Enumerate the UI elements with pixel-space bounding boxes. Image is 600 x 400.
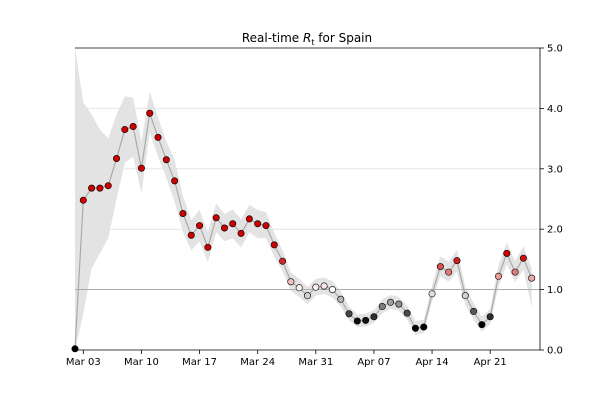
data-point (121, 126, 129, 134)
data-point (137, 164, 145, 172)
data-point (486, 313, 494, 321)
data-point (503, 249, 511, 257)
data-point (470, 307, 478, 315)
x-axis-ticks: Mar 03 Mar 10 Mar 17 Mar 24 Mar 31 Apr 07 Apr … (66, 350, 507, 368)
data-point (303, 292, 311, 300)
x-tick-label: Apr 21 (474, 357, 507, 368)
data-point (162, 156, 170, 164)
y-tick-label: 3.0 (547, 164, 563, 175)
data-point (403, 309, 411, 317)
data-point (519, 254, 527, 262)
data-point (312, 283, 320, 291)
data-point (395, 300, 403, 308)
data-point (436, 263, 444, 271)
data-point (370, 313, 378, 321)
y-tick-label: 2.0 (547, 225, 563, 236)
data-point (88, 184, 96, 192)
data-point (196, 222, 204, 230)
x-tick-label: Mar 24 (240, 357, 275, 368)
y-tick-label: 4.0 (547, 104, 563, 115)
data-point (220, 224, 228, 232)
data-point (113, 155, 121, 163)
x-tick-label: Apr 07 (357, 357, 390, 368)
data-point (337, 295, 345, 303)
data-point (461, 292, 469, 300)
data-point (353, 317, 361, 325)
data-point (129, 123, 137, 131)
chart-title-before: Real-time (242, 31, 303, 45)
data-point (71, 345, 79, 353)
x-tick-label: Mar 03 (66, 357, 101, 368)
data-point (528, 274, 536, 282)
data-point (254, 220, 262, 228)
data-point (445, 268, 453, 276)
x-tick-label: Mar 17 (182, 357, 217, 368)
chart-title-symbol: R (303, 31, 311, 45)
chart-title-after: for Spain (314, 31, 372, 45)
confidence-band-area (75, 48, 532, 350)
x-tick-label: Apr 14 (415, 357, 448, 368)
confidence-band (75, 48, 532, 350)
data-point (79, 196, 87, 204)
chart-title-subscript: t (311, 38, 314, 47)
data-point (104, 182, 112, 190)
data-point (229, 220, 237, 228)
data-point (387, 298, 395, 306)
data-point (453, 257, 461, 265)
data-point (245, 215, 253, 223)
data-point (478, 321, 486, 329)
data-point (345, 310, 353, 318)
data-point (420, 323, 428, 331)
x-tick-label: Mar 31 (298, 357, 333, 368)
y-tick-label: 1.0 (547, 285, 563, 296)
data-point (428, 290, 436, 298)
data-point (270, 241, 278, 249)
data-point (212, 214, 220, 222)
data-point (279, 257, 287, 265)
data-point (287, 278, 295, 286)
data-point (320, 282, 328, 290)
x-tick-label: Mar 10 (124, 357, 159, 368)
data-point (154, 133, 162, 141)
data-point (187, 231, 195, 239)
data-point (204, 243, 212, 251)
data-point (179, 209, 187, 217)
rt-series-points (71, 109, 536, 353)
data-point (295, 284, 303, 292)
data-point (511, 268, 519, 276)
data-point (237, 229, 245, 237)
data-point (362, 316, 370, 324)
data-point (262, 222, 270, 230)
y-tick-label: 5.0 (547, 44, 563, 55)
data-point (494, 272, 502, 280)
chart-title: Real-time Rt for Spain (242, 31, 372, 47)
y-tick-label: 0.0 (547, 346, 563, 357)
data-point (96, 184, 104, 192)
data-point (146, 109, 154, 117)
data-point (328, 286, 336, 294)
data-point (378, 303, 386, 311)
data-point (411, 324, 419, 332)
axes (75, 47, 541, 351)
y-axis-ticks: 0.0 1.0 2.0 3.0 4.0 5.0 (540, 44, 563, 357)
data-point (171, 177, 179, 185)
